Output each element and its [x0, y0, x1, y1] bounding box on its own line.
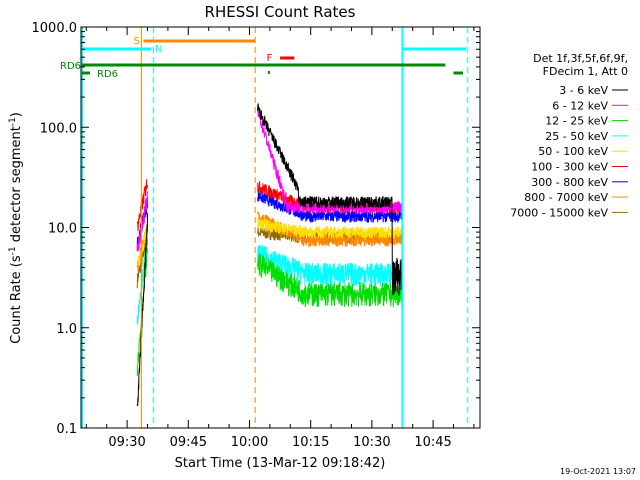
flag-label-rd-1: RD6: [60, 61, 81, 72]
series-line-early: [136, 248, 148, 376]
x-axis-label: Start Time (13-Mar-12 09:18:42): [175, 456, 386, 471]
legend-header: FDecim 1, Att 0: [543, 65, 628, 78]
x-tick-label: 10:15: [292, 435, 329, 450]
axis-layer: 1000.0 100.0 10.0 1.0 0.1 09:30 09:45 10:00 10:1…: [32, 21, 480, 450]
x-tick-label: 10:30: [353, 435, 390, 450]
legend-entry-label: 6 - 12 keV: [552, 99, 608, 112]
series-line: [257, 107, 403, 216]
series-line-early: [136, 213, 148, 407]
y-tick-label: 100.0: [40, 121, 77, 136]
legend-entry-label: 800 - 7000 keV: [524, 191, 608, 204]
series-line-early: [136, 179, 148, 232]
series-line-early: [136, 223, 148, 266]
series-line-early: [136, 191, 148, 252]
legend-entry-label: 100 - 300 keV: [531, 161, 608, 174]
legend-entry-label: 25 - 50 keV: [545, 130, 608, 143]
flag-label-f: F: [267, 53, 273, 64]
timestamp: 19-Oct-2021 13:07: [560, 467, 636, 476]
flag-label-rd-2: RD6: [97, 69, 118, 80]
series-line: [257, 217, 403, 240]
series-line: [257, 102, 403, 296]
chart-title: RHESSI Count Rates: [205, 3, 356, 21]
y-tick-label: 0.1: [56, 422, 77, 437]
legend-entry-label: 50 - 100 keV: [538, 145, 608, 158]
legend: Det 1f,3f,5f,6f,9f,FDecim 1, Att 0 3 - 6 …: [510, 52, 628, 219]
green-rd-dot: [267, 71, 270, 74]
y-axis-label: Count Rate (s-1 detector segment-1): [8, 112, 24, 344]
y-tick-label: 1.0: [56, 322, 77, 337]
y-tick-label: 1000.0: [32, 21, 78, 36]
flag-label-s: S: [134, 36, 140, 47]
legend-header: Det 1f,3f,5f,6f,9f,: [533, 52, 628, 65]
x-tick-label: 10:00: [231, 435, 268, 450]
legend-entry-label: 7000 - 15000 keV: [510, 206, 608, 219]
series-line: [257, 253, 403, 308]
flag-label-n: N: [155, 44, 162, 55]
x-tick-label: 09:30: [108, 435, 145, 450]
legend-entry-label: 3 - 6 keV: [559, 84, 608, 97]
legend-entry-label: 12 - 25 keV: [545, 115, 608, 128]
x-tick-label: 10:45: [414, 435, 451, 450]
y-tick-label: 10.0: [48, 222, 77, 237]
legend-entry-label: 300 - 800 keV: [531, 176, 608, 189]
series-layer: [136, 102, 403, 407]
x-tick-label: 09:45: [170, 435, 207, 450]
